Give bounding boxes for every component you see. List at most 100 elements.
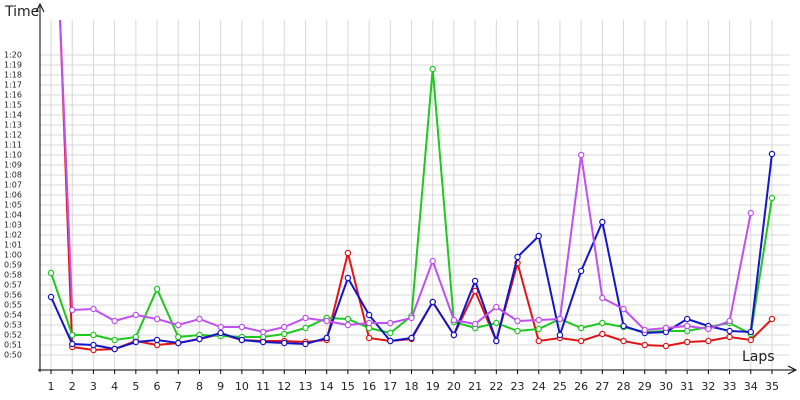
- data-point: [747, 328, 754, 336]
- data-point: [387, 337, 394, 345]
- data-point: [153, 336, 161, 344]
- x-tick-label: 4: [111, 380, 118, 393]
- data-point: [281, 339, 288, 347]
- data-point: [429, 257, 436, 265]
- y-tick-label: 1:14: [4, 111, 22, 120]
- data-point: [535, 232, 542, 240]
- data-point: [153, 285, 161, 293]
- y-tick-label: 1:01: [4, 241, 22, 250]
- x-tick-label: 30: [659, 380, 673, 393]
- x-tick-label: 6: [154, 380, 161, 393]
- x-tick-label: 7: [175, 380, 182, 393]
- x-tick-label: 12: [277, 380, 291, 393]
- data-point: [175, 339, 182, 347]
- x-tick-label: 29: [638, 380, 652, 393]
- data-point: [365, 311, 373, 319]
- x-tick-label: 1: [48, 380, 55, 393]
- x-tick-label: 34: [744, 380, 758, 393]
- y-tick-label: 1:03: [4, 221, 22, 230]
- data-point: [132, 338, 140, 346]
- data-point: [323, 317, 330, 325]
- data-point: [450, 331, 458, 339]
- data-point: [493, 337, 500, 345]
- data-point: [493, 319, 500, 327]
- data-point: [47, 293, 55, 301]
- series-line: [59, 20, 752, 334]
- data-point: [47, 269, 55, 277]
- x-tick-label: 17: [383, 380, 397, 393]
- data-point: [471, 287, 479, 295]
- x-tick-label: 27: [595, 380, 609, 393]
- x-tick-label: 8: [196, 380, 203, 393]
- x-tick-label: 26: [574, 380, 588, 393]
- data-point: [238, 323, 246, 331]
- data-point: [281, 323, 288, 331]
- data-point: [111, 345, 118, 353]
- data-point: [556, 315, 564, 323]
- data-point: [768, 150, 776, 158]
- y-tick-label: 1:12: [4, 131, 22, 140]
- data-point: [535, 325, 542, 333]
- x-tick-label: 16: [362, 380, 376, 393]
- x-tick-label: 3: [90, 380, 97, 393]
- x-tick-label: 10: [235, 380, 249, 393]
- y-tick-label: 1:18: [4, 71, 22, 80]
- data-point: [514, 317, 521, 325]
- x-axis-title: Laps: [742, 349, 775, 365]
- y-tick-label: 1:16: [4, 91, 22, 100]
- data-point: [281, 330, 288, 338]
- x-tick-label: 19: [426, 380, 440, 393]
- data-point: [577, 324, 585, 332]
- x-tick-label: 15: [341, 380, 355, 393]
- x-tick-label: 28: [617, 380, 631, 393]
- data-point: [556, 331, 564, 339]
- data-point: [747, 209, 754, 217]
- x-tick-label: 18: [405, 380, 419, 393]
- plot-area: [47, 20, 776, 354]
- y-tick-label: 1:05: [4, 201, 22, 210]
- data-point: [90, 305, 97, 313]
- x-tick-label: 23: [511, 380, 525, 393]
- data-point: [238, 336, 246, 344]
- data-point: [387, 319, 394, 327]
- data-point: [175, 321, 182, 329]
- y-tick-label: 1:09: [4, 161, 22, 170]
- data-point: [302, 314, 309, 322]
- data-point: [577, 151, 585, 159]
- y-tick-label: 1:17: [4, 81, 22, 90]
- y-tick-label: 1:20: [4, 51, 22, 60]
- x-tick-label: 31: [680, 380, 694, 393]
- data-point: [69, 306, 76, 314]
- data-point: [196, 335, 203, 343]
- data-point: [577, 267, 585, 275]
- data-point: [259, 338, 267, 346]
- x-tick-label: 35: [765, 380, 779, 393]
- data-point: [111, 317, 118, 325]
- y-tick-label: 1:19: [4, 61, 22, 70]
- data-point: [726, 333, 733, 341]
- data-point: [450, 316, 458, 324]
- data-point: [620, 337, 627, 345]
- x-tick-label: 21: [468, 380, 482, 393]
- data-point: [620, 305, 627, 313]
- data-point: [408, 334, 415, 342]
- x-tick-label: 11: [256, 380, 270, 393]
- data-point: [599, 319, 606, 327]
- data-point: [535, 337, 542, 345]
- data-point: [705, 337, 712, 345]
- y-tick-label: 0:58: [4, 271, 22, 280]
- data-point: [662, 324, 670, 332]
- data-point: [683, 322, 691, 330]
- data-point: [153, 315, 161, 323]
- data-point: [599, 330, 606, 338]
- data-point: [471, 277, 479, 285]
- data-point: [196, 315, 203, 323]
- y-tick-label: 1:04: [4, 211, 22, 220]
- x-tick-label: 2: [69, 380, 76, 393]
- y-tick-label: 1:11: [4, 141, 22, 150]
- x-tick-label: 33: [723, 380, 737, 393]
- x-tick-label: 32: [701, 380, 715, 393]
- y-tick-label: 1:10: [4, 151, 22, 160]
- x-tick-label: 9: [217, 380, 224, 393]
